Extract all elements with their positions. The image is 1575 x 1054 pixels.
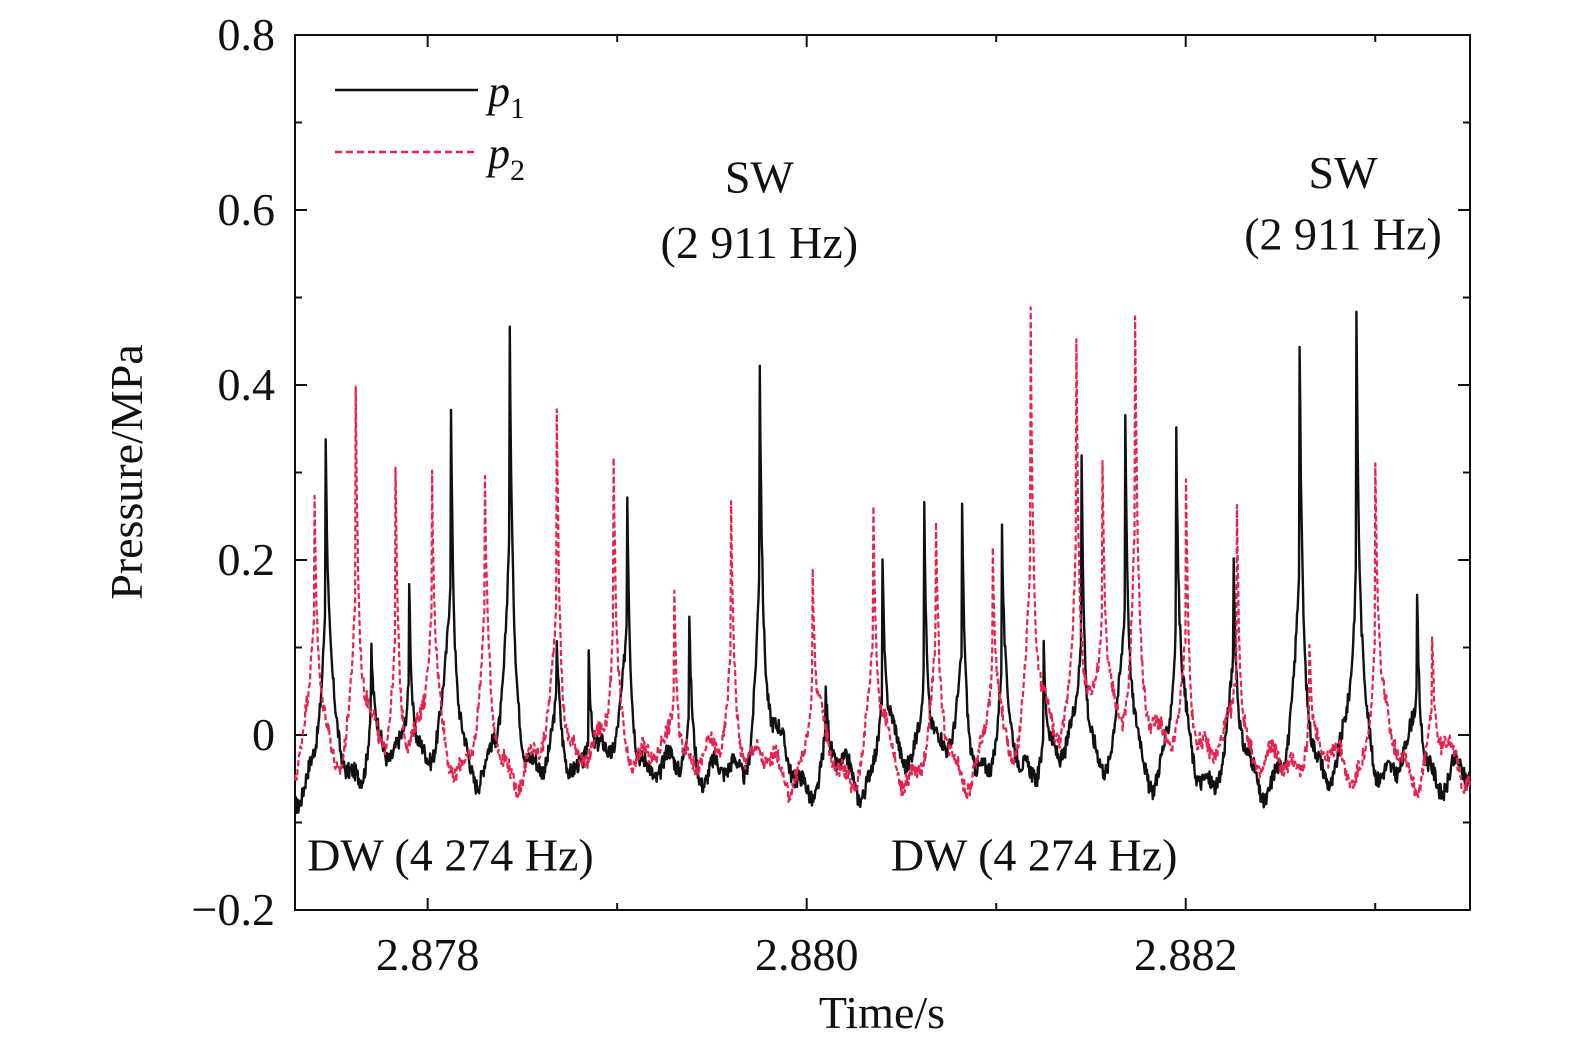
y-tick-label: 0	[252, 709, 275, 760]
x-tick-label: 2.880	[755, 929, 859, 980]
y-tick-label: 0.6	[218, 184, 276, 235]
series-layer	[293, 306, 1472, 815]
annotation-2: SW	[1309, 147, 1379, 198]
legend: p1 p2	[335, 67, 525, 187]
y-axis-title: Pressure/MPa	[101, 344, 152, 600]
annotations: SW (2 911 Hz) SW (2 911 Hz) DW (4 274 Hz) DW …	[307, 147, 1442, 881]
annotation-3: (2 911 Hz)	[1244, 208, 1442, 259]
x-axis-title: Time/s	[819, 987, 945, 1038]
legend-label-p2: p2	[485, 129, 525, 187]
annotation-0: SW	[725, 152, 795, 203]
annotation-4: DW (4 274 Hz)	[307, 830, 594, 881]
annotation-1: (2 911 Hz)	[661, 217, 859, 268]
y-tick-label: 0.2	[218, 534, 276, 585]
axis-ticks: −0.2 0 0.2 0.4 0.6 0.8 2.878 2.880 2.882	[192, 9, 1470, 980]
y-tick-label: 0.4	[218, 359, 276, 410]
y-tick-label: 0.8	[218, 9, 276, 60]
x-tick-label: 2.882	[1134, 929, 1238, 980]
plot-frame	[294, 34, 1471, 911]
legend-label-p1: p1	[485, 67, 525, 125]
annotation-5: DW (4 274 Hz)	[891, 830, 1178, 881]
series-line-p1	[294, 310, 1472, 815]
series-line-p2	[293, 306, 1472, 803]
x-tick-label: 2.878	[376, 929, 480, 980]
y-tick-label: −0.2	[192, 884, 275, 935]
